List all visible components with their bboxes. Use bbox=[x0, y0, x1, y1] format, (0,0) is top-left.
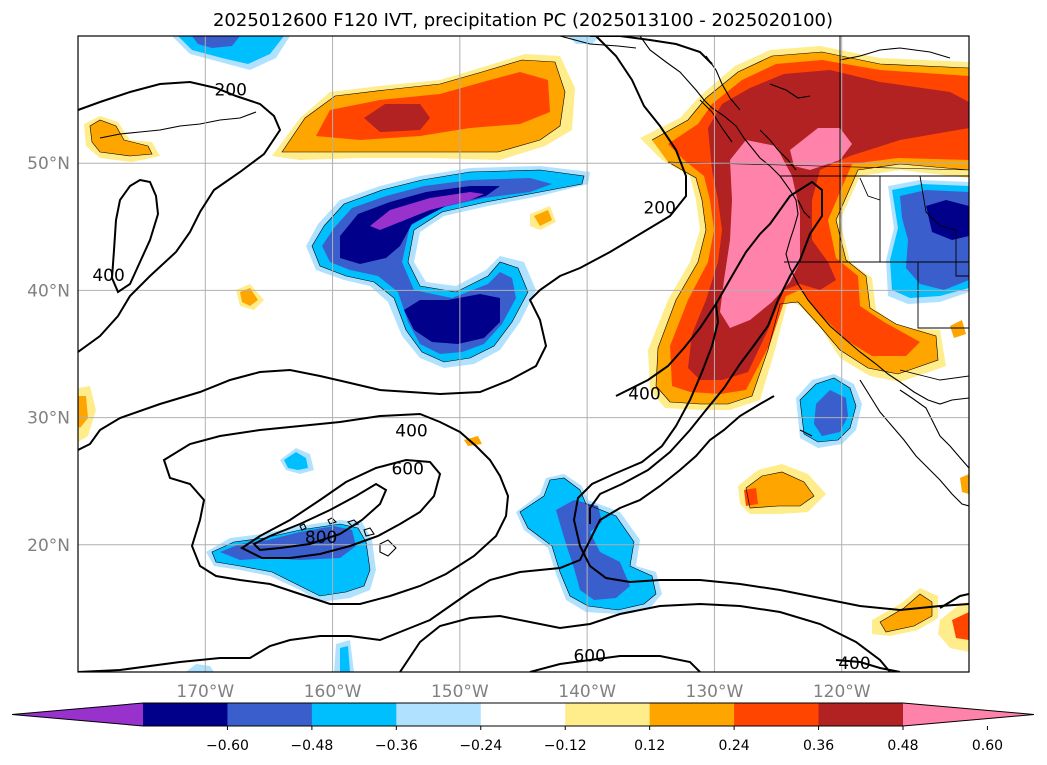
colorbar-box bbox=[818, 703, 904, 726]
colorbar-tick-label: 0.60 bbox=[972, 738, 1003, 754]
contour-label: 400 bbox=[395, 421, 427, 441]
colorbar-box bbox=[396, 703, 482, 726]
colorbar-extend-low bbox=[12, 703, 143, 726]
precip-positive-area bbox=[364, 104, 430, 132]
precip-positive-area bbox=[952, 612, 969, 640]
ivt-contour-400 bbox=[589, 180, 823, 524]
precip-outlines bbox=[89, 51, 969, 633]
ivt-contours bbox=[78, 36, 969, 672]
lat-label: 20°N bbox=[27, 536, 70, 556]
precip-negative-area bbox=[284, 452, 308, 470]
contour-label: 800 bbox=[305, 528, 337, 548]
colorbar-box bbox=[311, 703, 397, 726]
ivt-contour-600 bbox=[240, 458, 442, 559]
colorbar-tick-label: −0.24 bbox=[459, 738, 502, 754]
ivt-contour-600 bbox=[399, 602, 891, 672]
precip-negative-area bbox=[340, 646, 350, 672]
precip-positive-area bbox=[746, 472, 814, 508]
precip-positive-area bbox=[534, 210, 552, 226]
precip-negative-area bbox=[404, 294, 500, 344]
colorbar-tick-label: −0.48 bbox=[290, 738, 333, 754]
colorbar-tick-label: 0.24 bbox=[719, 738, 750, 754]
colorbar-outline bbox=[11, 702, 1035, 727]
lon-label: 140°W bbox=[558, 682, 616, 702]
colorbar-box bbox=[480, 703, 566, 726]
ivt-contour-labels: 200 200 400 400 400 400 600 600 800 bbox=[92, 80, 870, 674]
ivt-contour-600 bbox=[529, 655, 701, 672]
colorbar-box bbox=[227, 703, 313, 726]
colorbar-tick-label: 0.36 bbox=[803, 738, 834, 754]
precip-positive-area bbox=[744, 488, 758, 506]
contour-label: 600 bbox=[391, 459, 423, 479]
ivt-contour-200 bbox=[78, 80, 282, 353]
precip-positive-area bbox=[938, 602, 969, 652]
lon-label: 150°W bbox=[431, 682, 489, 702]
precip-negative-area bbox=[814, 390, 848, 436]
colorbar-tick-label: −0.12 bbox=[544, 738, 587, 754]
lon-label: 160°W bbox=[304, 682, 362, 702]
colorbar-tick-label: 0.48 bbox=[887, 738, 918, 754]
precip-positive-area bbox=[880, 594, 932, 632]
colorbar-tick-label: −0.60 bbox=[206, 738, 249, 754]
contour-label: 400 bbox=[628, 384, 660, 404]
contour-label: 200 bbox=[215, 80, 247, 100]
lon-label: 130°W bbox=[686, 682, 744, 702]
precip-negative-area bbox=[192, 36, 240, 48]
latitude-labels: 50°N 40°N 30°N 20°N bbox=[27, 154, 70, 556]
precip-negative-area bbox=[186, 664, 214, 672]
colorbar-extend-high bbox=[903, 703, 1034, 726]
ivt-contour-400 bbox=[110, 178, 160, 294]
precip-negative-area bbox=[340, 186, 500, 264]
precip-negative-area bbox=[370, 192, 484, 230]
precip-positive-area bbox=[960, 474, 969, 494]
precip-positive-area bbox=[90, 120, 152, 156]
lon-label: 170°W bbox=[176, 682, 234, 702]
ivt-contour-200 bbox=[78, 36, 687, 451]
precip-positive-area bbox=[464, 436, 482, 446]
lat-label: 40°N bbox=[27, 281, 70, 301]
precip-negative-area bbox=[568, 36, 600, 44]
colorbar: −0.60 −0.48 −0.36 −0.24 −0.12 0.12 0.24 0.36 0.4… bbox=[11, 702, 1035, 754]
ivt-contour-600 bbox=[939, 593, 969, 609]
precip-positive-area bbox=[950, 320, 966, 338]
colorbar-box bbox=[649, 703, 735, 726]
precip-positive-area bbox=[78, 396, 88, 428]
colorbar-tick-label: −0.36 bbox=[375, 738, 418, 754]
ivt-contour-400 bbox=[162, 412, 510, 605]
map-frame bbox=[77, 35, 970, 673]
ivt-contour-400 bbox=[572, 301, 969, 612]
contour-label: 600 bbox=[573, 646, 605, 666]
lat-label: 50°N bbox=[27, 154, 70, 174]
contour-label: 400 bbox=[92, 266, 124, 286]
figure-title: 2025012600 F120 IVT, precipitation PC (2… bbox=[213, 10, 833, 31]
lat-label: 30°N bbox=[27, 409, 70, 429]
colorbar-box bbox=[565, 703, 651, 726]
colorbar-box bbox=[734, 703, 820, 726]
map-panel: 200 200 400 400 400 400 600 600 800 bbox=[77, 35, 970, 674]
colorbar-box bbox=[143, 703, 228, 726]
borders bbox=[780, 36, 969, 381]
precip-negative-area bbox=[926, 200, 969, 240]
colorbar-tick-label: 0.12 bbox=[634, 738, 665, 754]
precip-positive-area bbox=[790, 128, 852, 170]
precip-negative-area bbox=[220, 526, 356, 560]
ivt-contour-200 bbox=[78, 395, 775, 672]
lon-label: 120°W bbox=[813, 682, 871, 702]
contour-label: 200 bbox=[643, 199, 675, 219]
contour-label: 400 bbox=[838, 654, 870, 674]
ivt-contour-800 bbox=[252, 482, 388, 552]
longitude-labels: 170°W 160°W 150°W 140°W 130°W 120°W bbox=[176, 682, 870, 702]
ivt-contour-400 bbox=[835, 659, 901, 672]
ivt-contour-400 bbox=[590, 36, 713, 65]
precip-positive-area bbox=[240, 288, 258, 306]
